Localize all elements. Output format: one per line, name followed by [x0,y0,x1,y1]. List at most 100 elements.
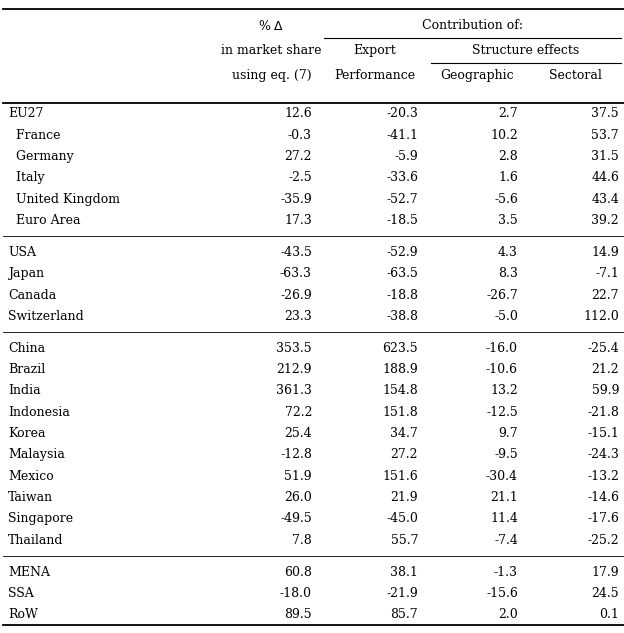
Text: 39.2: 39.2 [592,214,619,227]
Text: -18.8: -18.8 [386,289,418,301]
Text: EU27: EU27 [8,108,44,120]
Text: using eq. (7): using eq. (7) [232,70,311,82]
Text: -52.9: -52.9 [386,246,418,259]
Text: 34.7: 34.7 [391,427,418,440]
Text: 212.9: 212.9 [276,363,312,376]
Text: 151.8: 151.8 [383,406,418,419]
Text: Structure effects: Structure effects [472,44,579,57]
Text: 3.5: 3.5 [498,214,518,227]
Text: -5.0: -5.0 [494,310,518,323]
Text: 0.1: 0.1 [599,608,619,621]
Text: -21.8: -21.8 [587,406,619,419]
Text: 21.1: 21.1 [490,491,518,504]
Text: -38.8: -38.8 [386,310,418,323]
Text: 25.4: 25.4 [285,427,312,440]
Text: -9.5: -9.5 [494,448,518,461]
Text: -10.6: -10.6 [486,363,518,376]
Text: 53.7: 53.7 [592,128,619,142]
Text: 27.2: 27.2 [285,150,312,163]
Text: Taiwan: Taiwan [8,491,53,504]
Text: United Kingdom: United Kingdom [8,192,120,206]
Text: 623.5: 623.5 [383,342,418,355]
Text: -24.3: -24.3 [587,448,619,461]
Text: -63.5: -63.5 [386,267,418,280]
Text: -41.1: -41.1 [386,128,418,142]
Text: -35.9: -35.9 [280,192,312,206]
Text: USA: USA [8,246,36,259]
Text: 8.3: 8.3 [498,267,518,280]
Text: 51.9: 51.9 [285,470,312,483]
Text: Sectoral: Sectoral [549,70,602,82]
Text: 112.0: 112.0 [583,310,619,323]
Text: -45.0: -45.0 [386,512,418,525]
Text: -52.7: -52.7 [386,192,418,206]
Text: 72.2: 72.2 [285,406,312,419]
Text: Performance: Performance [334,70,415,82]
Text: -26.9: -26.9 [280,289,312,301]
Text: 37.5: 37.5 [592,108,619,120]
Text: 22.7: 22.7 [592,289,619,301]
Text: -63.3: -63.3 [280,267,312,280]
Text: France: France [8,128,61,142]
Text: 23.3: 23.3 [285,310,312,323]
Text: 21.9: 21.9 [391,491,418,504]
Text: 59.9: 59.9 [592,384,619,398]
Text: 44.6: 44.6 [591,172,619,184]
Text: Mexico: Mexico [8,470,54,483]
Text: -20.3: -20.3 [386,108,418,120]
Text: -17.6: -17.6 [587,512,619,525]
Text: -15.1: -15.1 [587,427,619,440]
Text: Germany: Germany [8,150,74,163]
Text: China: China [8,342,45,355]
Text: -43.5: -43.5 [280,246,312,259]
Text: -26.7: -26.7 [486,289,518,301]
Text: 4.3: 4.3 [498,246,518,259]
Text: 60.8: 60.8 [284,566,312,579]
Text: 361.3: 361.3 [276,384,312,398]
Text: Singapore: Singapore [8,512,73,525]
Text: MENA: MENA [8,566,50,579]
Text: 38.1: 38.1 [390,566,418,579]
Text: 353.5: 353.5 [276,342,312,355]
Text: 151.6: 151.6 [383,470,418,483]
Text: -5.9: -5.9 [394,150,418,163]
Text: Indonesia: Indonesia [8,406,70,419]
Text: -33.6: -33.6 [386,172,418,184]
Text: -12.5: -12.5 [486,406,518,419]
Text: -5.6: -5.6 [494,192,518,206]
Text: -0.3: -0.3 [288,128,312,142]
Text: 43.4: 43.4 [591,192,619,206]
Text: Korea: Korea [8,427,46,440]
Text: -7.4: -7.4 [494,534,518,547]
Text: -16.0: -16.0 [486,342,518,355]
Text: 10.2: 10.2 [490,128,518,142]
Text: 85.7: 85.7 [391,608,418,621]
Text: 1.6: 1.6 [498,172,518,184]
Text: Canada: Canada [8,289,56,301]
Text: 27.2: 27.2 [391,448,418,461]
Text: -25.2: -25.2 [587,534,619,547]
Text: 31.5: 31.5 [592,150,619,163]
Text: 26.0: 26.0 [285,491,312,504]
Text: Switzerland: Switzerland [8,310,84,323]
Text: -18.5: -18.5 [386,214,418,227]
Text: 24.5: 24.5 [592,587,619,600]
Text: -30.4: -30.4 [486,470,518,483]
Text: -1.3: -1.3 [494,566,518,579]
Text: % $\Delta$: % $\Delta$ [258,19,285,33]
Text: Italy: Italy [8,172,45,184]
Text: -18.0: -18.0 [280,587,312,600]
Text: RoW: RoW [8,608,38,621]
Text: -2.5: -2.5 [288,172,312,184]
Text: Malaysia: Malaysia [8,448,65,461]
Text: Thailand: Thailand [8,534,64,547]
Text: 188.9: 188.9 [383,363,418,376]
Text: -12.8: -12.8 [280,448,312,461]
Text: -14.6: -14.6 [587,491,619,504]
Text: Brazil: Brazil [8,363,46,376]
Text: -49.5: -49.5 [280,512,312,525]
Text: 2.7: 2.7 [499,108,518,120]
Text: 55.7: 55.7 [391,534,418,547]
Text: -21.9: -21.9 [386,587,418,600]
Text: Japan: Japan [8,267,44,280]
